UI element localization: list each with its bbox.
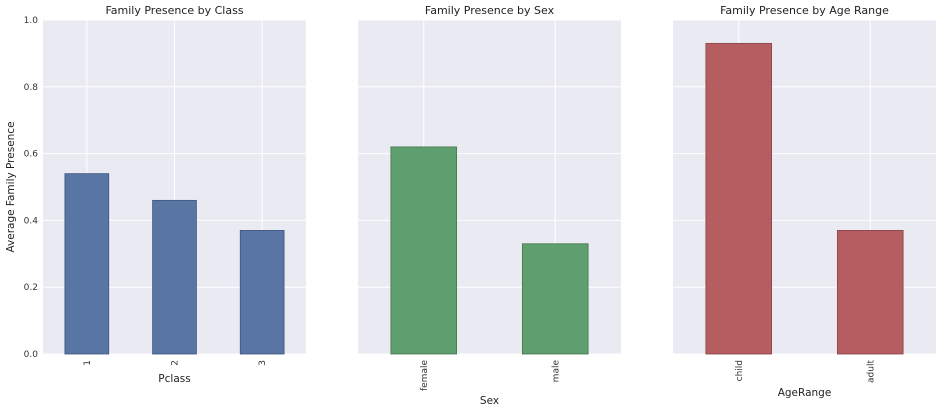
y-axis-label: Average Family Presence [5, 121, 17, 252]
chart-panel-2: female male Family Presence by Sex Sex [358, 4, 621, 407]
y-tick-label: 0.0 [24, 350, 39, 360]
chart-panel-1: 1 2 3 0.0 0.2 0.4 0.6 0.8 1.0 Family Presence by … [24, 4, 306, 385]
x-tick-label: adult [866, 360, 876, 383]
y-tick-label: 0.4 [24, 216, 39, 226]
chart-panel-3: child adult Family Presence by Age Range Ag… [673, 4, 936, 399]
bar-adult [836, 230, 904, 355]
x-tick-label: female [420, 360, 430, 391]
x-axis-label: AgeRange [778, 387, 832, 399]
bar-1 [64, 173, 110, 355]
x-tick-label: male [551, 360, 561, 383]
y-tick-label: 0.2 [24, 283, 38, 293]
y-tick-label: 0.6 [24, 150, 39, 160]
bar-male [521, 243, 589, 355]
bar-2 [152, 199, 197, 355]
y-tick-label: 0.8 [24, 83, 39, 93]
x-axis-label: Sex [480, 395, 499, 407]
chart-title: Family Presence by Class [105, 4, 243, 17]
y-tick-label: 1.0 [24, 16, 39, 26]
x-tick-label: 1 [83, 360, 93, 366]
x-tick-label: 3 [258, 360, 268, 366]
x-tick-label: 2 [171, 360, 181, 366]
x-tick-label: child [735, 360, 745, 381]
x-axis-label: Pclass [158, 373, 190, 385]
bar-3 [239, 230, 285, 355]
bar-child [705, 42, 773, 355]
chart-title: Family Presence by Age Range [720, 4, 889, 17]
bar-female [390, 146, 458, 355]
chart-title: Family Presence by Sex [425, 4, 555, 17]
panels: 1 2 3 0.0 0.2 0.4 0.6 0.8 1.0 Family Presence by … [24, 4, 936, 407]
